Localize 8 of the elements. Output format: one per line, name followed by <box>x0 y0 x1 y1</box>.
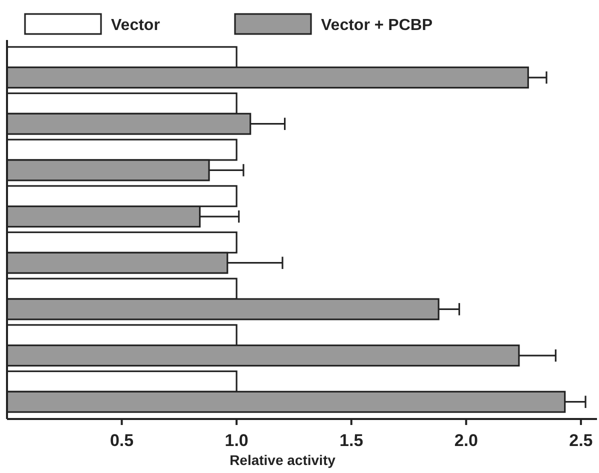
x-tick-label: 2.5 <box>569 431 593 450</box>
x-tick-label: 1.5 <box>340 431 364 450</box>
x-tick-label: 1.0 <box>224 431 248 450</box>
legend-label: Vector <box>111 17 160 34</box>
x-tick-label: 0.5 <box>110 431 134 450</box>
x-tick-label: 2.0 <box>454 431 478 450</box>
x-axis-title: Relative activity <box>230 452 336 468</box>
legend-label: Vector + PCBP <box>321 17 433 34</box>
